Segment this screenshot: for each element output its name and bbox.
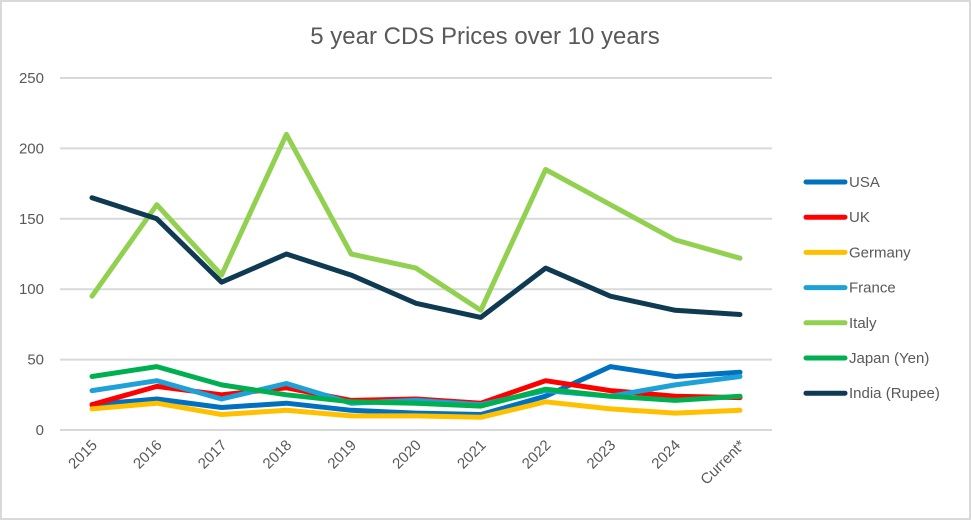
x-tick-label: 2022 xyxy=(519,437,555,473)
x-tick-label: 2023 xyxy=(584,437,620,473)
y-tick-label: 0 xyxy=(36,422,44,439)
x-tick-label: 2018 xyxy=(260,437,296,473)
series-lines xyxy=(89,131,743,420)
gridlines xyxy=(60,77,772,431)
series-line-italy xyxy=(89,131,743,313)
legend-item: India (Rupee) xyxy=(803,385,940,402)
y-tick-label: 250 xyxy=(19,70,44,87)
x-tick-label: 2016 xyxy=(130,437,166,473)
x-tick-label: 2020 xyxy=(389,437,425,473)
series-line-usa xyxy=(89,364,743,417)
x-tick-label: 2017 xyxy=(195,437,231,473)
legend-item: Japan (Yen) xyxy=(803,350,929,367)
y-axis-ticks: 0 50 100 150 200 250 xyxy=(19,70,44,439)
series-line-japan-yen xyxy=(89,364,743,409)
legend-item: France xyxy=(803,280,896,297)
x-tick-label: 2015 xyxy=(65,437,101,473)
legend: USA UK Germany France Italy Japan (Yen) India … xyxy=(803,174,940,402)
legend-label: Japan (Yen) xyxy=(849,350,929,367)
legend-label: UK xyxy=(849,209,870,226)
legend-item: Germany xyxy=(803,244,911,261)
legend-label: France xyxy=(849,280,896,297)
x-tick-label: 2019 xyxy=(324,437,360,473)
series-line-germany xyxy=(89,399,743,420)
y-tick-label: 200 xyxy=(19,140,44,157)
legend-label: Germany xyxy=(849,244,911,261)
y-tick-label: 100 xyxy=(19,281,44,298)
chart-title: 5 year CDS Prices over 10 years xyxy=(310,23,659,50)
y-tick-label: 50 xyxy=(27,352,44,369)
x-tick-label: 2024 xyxy=(648,437,684,473)
legend-item: UK xyxy=(803,209,870,226)
x-axis-ticks: 2015 2016 2017 2018 2019 2020 2021 2022 2023 2024… xyxy=(65,437,749,489)
series-line-india-rupee xyxy=(89,195,743,320)
x-tick-label: 2021 xyxy=(454,437,490,473)
legend-label: India (Rupee) xyxy=(849,385,940,402)
legend-item: USA xyxy=(803,174,880,191)
series-line-france xyxy=(89,374,743,408)
legend-label: USA xyxy=(849,174,880,191)
legend-label: Italy xyxy=(849,315,877,332)
legend-item: Italy xyxy=(803,315,877,332)
y-tick-label: 150 xyxy=(19,211,44,228)
x-tick-label: Current* xyxy=(697,437,749,489)
